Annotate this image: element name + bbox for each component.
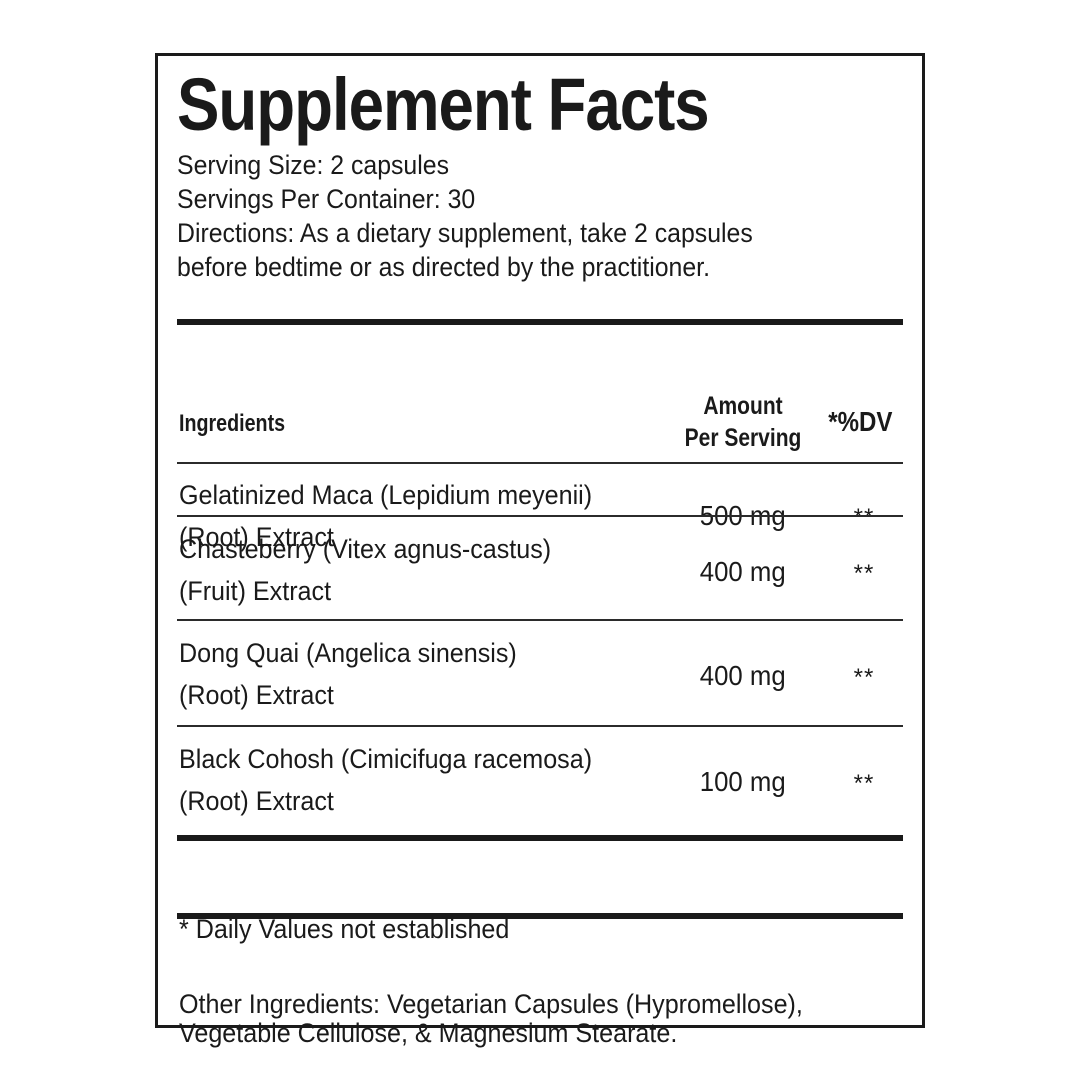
ingredient-amount-text: 400 mg — [700, 660, 786, 691]
ingredient-amount: 400 mg — [653, 660, 833, 692]
column-header-amount-per-serving: Amount Per Serving — [653, 390, 833, 454]
other-ingredients-block: Other Ingredients: Vegetarian Capsules (… — [179, 990, 830, 1048]
rule-row-1-bottom — [177, 515, 903, 517]
ingredient-name: Dong Quai (Angelica sinensis) (Root) Ext… — [179, 632, 616, 716]
ingredient-name-line-1: Chasteberry (Vitex agnus-castus) — [179, 534, 552, 564]
ingredient-name-line-1: Dong Quai (Angelica sinensis) — [179, 638, 517, 668]
directions-line-2: before bedtime or as directed by the pra… — [177, 252, 710, 282]
ingredient-name-line-1: Gelatinized Maca (Lepidium meyenii) — [179, 480, 593, 510]
other-ingredients-line-2: Vegetable Cellulose, & Magnesium Stearat… — [179, 1018, 678, 1048]
ingredient-name-line-2: (Fruit) Extract — [179, 576, 332, 606]
table-row: Black Cohosh (Cimicifuga racemosa) (Root… — [177, 738, 903, 836]
serving-info-block: Serving Size: 2 capsules Servings Per Co… — [177, 148, 839, 284]
ingredient-daily-value: ** — [853, 560, 875, 587]
column-header-daily-value: *%DV — [805, 406, 915, 438]
rule-row-2-bottom — [177, 619, 903, 621]
panel-inner: Supplement Facts Serving Size: 2 capsule… — [177, 56, 903, 1048]
column-header-amount-line-1: Amount — [703, 392, 783, 420]
ingredient-name-line-2: (Root) Extract — [179, 786, 334, 816]
other-ingredients-line-1: Other Ingredients: Vegetarian Capsules (… — [179, 989, 803, 1019]
ingredient-name-line-2: (Root) Extract — [179, 680, 334, 710]
column-header-ingredients: Ingredients — [179, 410, 286, 437]
ingredient-amount-text: 100 mg — [700, 766, 786, 797]
table-row: Chasteberry (Vitex agnus-castus) (Fruit)… — [177, 528, 903, 626]
ingredient-name-line-2: (Root) Extract — [179, 522, 334, 552]
rule-footnote-bottom-thick — [177, 913, 903, 919]
ingredient-daily-value: ** — [853, 664, 875, 691]
ingredient-daily-value: ** — [853, 504, 875, 531]
serving-size-line: Serving Size: 2 capsules — [177, 150, 450, 180]
column-header-amount-line-2: Per Serving — [684, 424, 802, 452]
daily-value-footnote: * Daily Values not established — [179, 914, 510, 944]
ingredient-amount-text: 400 mg — [700, 556, 786, 587]
directions-line-1: Directions: As a dietary supplement, tak… — [177, 218, 753, 248]
ingredient-amount: 400 mg — [653, 556, 833, 588]
ingredient-name: Gelatinized Maca (Lepidium meyenii) (Roo… — [179, 474, 616, 558]
page-title: Supplement Facts — [177, 63, 710, 146]
table-header-row: Ingredients Amount Per Serving *%DV — [177, 384, 903, 462]
rule-header-bottom — [177, 462, 903, 464]
rule-row-3-bottom — [177, 725, 903, 727]
ingredient-name: Black Cohosh (Cimicifuga racemosa) (Root… — [179, 738, 616, 822]
ingredient-daily-value: ** — [853, 770, 875, 797]
table-row: Dong Quai (Angelica sinensis) (Root) Ext… — [177, 632, 903, 730]
ingredient-name-line-1: Black Cohosh (Cimicifuga racemosa) — [179, 744, 593, 774]
rule-table-bottom-thick — [177, 835, 903, 841]
ingredient-amount: 100 mg — [653, 766, 833, 798]
supplement-facts-panel: Supplement Facts Serving Size: 2 capsule… — [155, 53, 925, 1048]
ingredient-name: Chasteberry (Vitex agnus-castus) (Fruit)… — [179, 528, 616, 612]
servings-per-container-line: Servings Per Container: 30 — [177, 184, 476, 214]
rule-top-thick — [177, 319, 903, 325]
column-header-daily-value-text: *%DV — [827, 406, 893, 437]
